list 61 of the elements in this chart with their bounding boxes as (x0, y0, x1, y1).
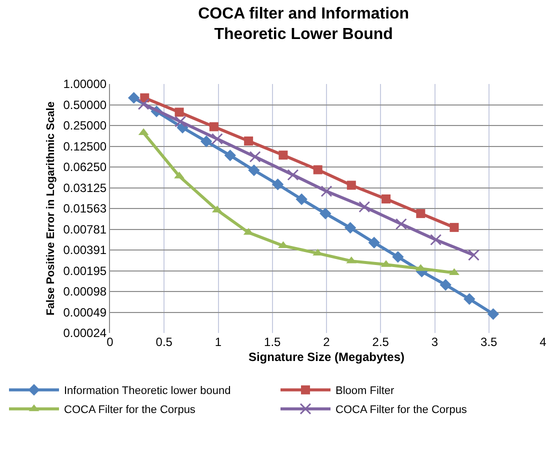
point (344, 222, 356, 234)
point (244, 136, 254, 146)
legend-label: COCA Filter for the Corpus (64, 404, 196, 416)
x-tick-label: 0.5 (156, 335, 173, 349)
point (174, 116, 186, 128)
point (209, 122, 218, 132)
point (450, 222, 459, 232)
y-tick-label: 0.25000 (63, 118, 107, 133)
y-tick-label: 0.00781 (63, 222, 107, 236)
point (368, 236, 380, 248)
x-tick-label: 1 (214, 335, 222, 349)
point (138, 98, 150, 110)
point (430, 234, 442, 246)
point (440, 278, 452, 291)
point (464, 293, 476, 305)
y-tick-label: 0.00391 (63, 243, 107, 258)
point (320, 208, 332, 220)
x-tick-label: 4 (540, 335, 547, 349)
chart-title: COCA filter and Information Theoretic Lower Bound (198, 5, 410, 44)
y-tick-label: 0.00049 (63, 305, 107, 320)
point (382, 194, 391, 204)
point (278, 150, 288, 160)
point (224, 150, 236, 162)
y-tick-label: 0.50000 (63, 98, 107, 112)
point (249, 151, 261, 163)
x-tick-label: 2 (323, 335, 330, 349)
y-tick-label: 1.00000 (63, 77, 107, 92)
point (392, 251, 404, 263)
point (358, 201, 370, 213)
point (416, 209, 426, 218)
y-tick-label: 0.03125 (63, 180, 107, 195)
point (200, 136, 212, 148)
point (320, 186, 332, 197)
point (128, 92, 140, 104)
y-tick-label: 0.06250 (63, 160, 107, 174)
point (487, 308, 500, 320)
y-axis-title: False Positive Error in Logarithmic Scale (44, 102, 57, 316)
point (287, 169, 299, 181)
y-tick-label: 0.00195 (63, 264, 107, 278)
point (211, 133, 223, 145)
point (296, 193, 308, 206)
point (174, 108, 184, 117)
legend-label: COCA Filter for the Corpus (336, 404, 468, 416)
point (395, 218, 407, 230)
x-tick-label: 1.5 (264, 335, 282, 349)
x-tick-label: 2.5 (372, 335, 390, 349)
point (272, 178, 284, 190)
point (313, 165, 322, 174)
x-tick-label: 0 (106, 335, 114, 349)
y-tick-label: 0.01563 (63, 202, 107, 216)
y-tick-label: 0.00098 (63, 284, 107, 299)
y-tick-label: 0.12500 (63, 139, 107, 154)
legend-label: Bloom Filter (336, 385, 395, 398)
point (248, 164, 260, 176)
x-axis-title: Signature Size (Megabytes) (248, 350, 405, 364)
x-tick-label: 3 (431, 335, 438, 349)
point (468, 249, 480, 261)
point (346, 180, 356, 190)
legend-label: Information Theoretic lower bound (64, 385, 231, 398)
x-tick-label: 3.5 (480, 335, 498, 349)
y-tick-label: 0.00024 (63, 326, 107, 340)
